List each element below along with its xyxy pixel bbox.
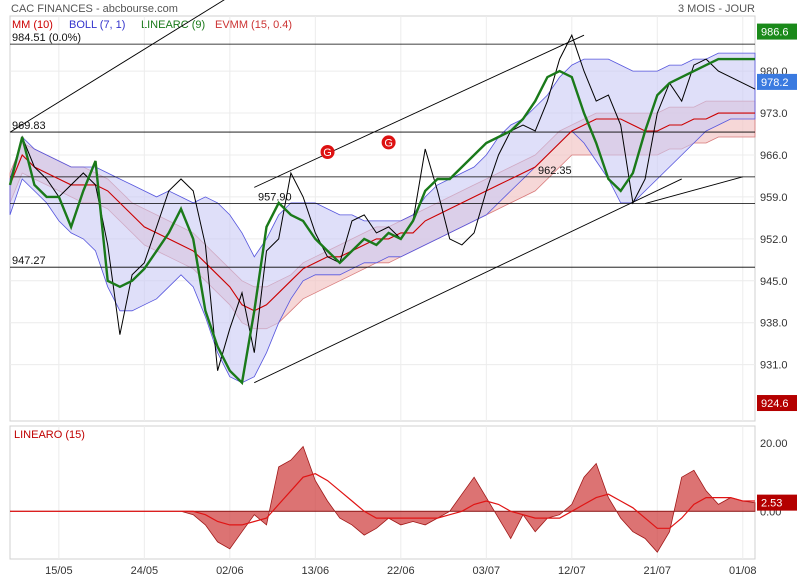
y-tick-label: 966.0 bbox=[760, 150, 788, 162]
trendline bbox=[9, 0, 225, 133]
y-tick-label: 931.0 bbox=[760, 360, 788, 372]
x-tick-label: 21/07 bbox=[644, 565, 672, 577]
oscillator-tag bbox=[757, 494, 797, 511]
x-tick-label: 24/05 bbox=[131, 565, 159, 577]
level-label: 962.35 bbox=[538, 165, 572, 177]
price-tag bbox=[757, 395, 797, 412]
legend-evmm: EVMM (15, 0.4) bbox=[215, 19, 293, 31]
trendline bbox=[254, 34, 585, 188]
period-label: 3 MOIS - JOUR bbox=[677, 3, 755, 15]
signal-marker bbox=[381, 135, 396, 150]
signal-label: G bbox=[323, 147, 332, 159]
x-tick-label: 03/07 bbox=[473, 565, 501, 577]
x-tick-label: 12/07 bbox=[558, 565, 586, 577]
x-tick-label: 15/05 bbox=[45, 565, 73, 577]
price-tag-label: 924.6 bbox=[761, 398, 789, 410]
chart-title: CAC FINANCES - abcbourse.com bbox=[11, 3, 178, 15]
level-label: 984.51 (0.0%) bbox=[12, 32, 81, 44]
oscillator-title: LINEARO (15) bbox=[14, 429, 85, 441]
oscillator-area bbox=[10, 445, 756, 553]
bollinger-band bbox=[9, 52, 756, 384]
y-tick-label: 945.0 bbox=[760, 276, 788, 288]
x-tick-label: 02/06 bbox=[216, 565, 244, 577]
y-tick-label: 959.0 bbox=[760, 192, 788, 204]
linearc-line bbox=[8, 57, 755, 386]
legend-boll: BOLL (7, 1) bbox=[69, 19, 126, 31]
price-line bbox=[9, 33, 756, 371]
x-tick-label: 22/06 bbox=[387, 565, 415, 577]
level-label: 957.90 bbox=[258, 192, 292, 204]
x-tick-label: 13/06 bbox=[302, 565, 330, 577]
legend-mm: MM (10) bbox=[12, 19, 53, 31]
trendline bbox=[254, 178, 682, 384]
main-panel-frame bbox=[9, 15, 756, 422]
signal-label: G bbox=[384, 137, 393, 149]
oscillator-tag-label: 2.53 bbox=[761, 498, 782, 510]
sub-panel-frame bbox=[9, 425, 756, 560]
level-label: 969.83 bbox=[12, 120, 46, 132]
trendline bbox=[644, 176, 743, 204]
x-tick-label: 01/08 bbox=[729, 565, 757, 577]
y-tick-label: 952.0 bbox=[760, 234, 788, 246]
price-tag-label: 986.6 bbox=[761, 27, 789, 39]
sub-y-tick-label: 20.00 bbox=[760, 438, 788, 450]
price-tag bbox=[757, 23, 797, 40]
price-tag-label: 978.2 bbox=[761, 77, 789, 89]
price-tag bbox=[757, 73, 797, 90]
level-label: 947.27 bbox=[12, 255, 46, 267]
signal-marker bbox=[320, 144, 335, 159]
oscillator-signal-line bbox=[10, 473, 755, 529]
y-tick-label: 938.0 bbox=[760, 318, 788, 330]
y-tick-label: 973.0 bbox=[760, 108, 788, 120]
